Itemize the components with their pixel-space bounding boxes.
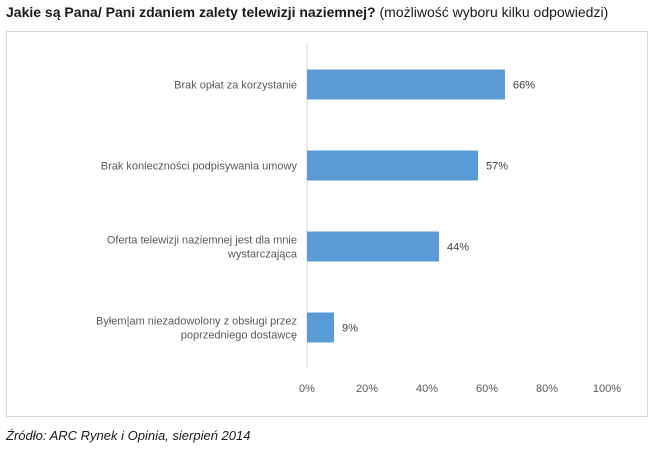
data-label-3: 9% (342, 323, 358, 335)
x-tick-label-2: 40% (416, 383, 438, 395)
chart-title-sub: (możliwość wyboru kilku odpowiedzi) (379, 4, 609, 20)
bar-2 (307, 231, 439, 262)
data-label-1: 57% (486, 161, 508, 173)
x-tick-label-3: 60% (476, 383, 498, 395)
category-label-3: Byłem|am niezadowolony z obsługi przez po… (96, 316, 297, 342)
x-tick-label-4: 80% (536, 383, 558, 395)
chart-frame: Brak opłat za korzystanie 66% Brak koniecz… (6, 31, 648, 417)
x-tick-label-1: 20% (356, 383, 378, 395)
bar-0 (307, 69, 505, 100)
data-label-2: 44% (447, 242, 469, 254)
data-label-0: 66% (513, 80, 535, 92)
bar-1 (307, 150, 478, 181)
bar-3 (307, 312, 334, 343)
category-label-0: Brak opłat za korzystanie (174, 80, 297, 92)
chart-title-main: Jakie są Pana/ Pani zdaniem zalety telew… (6, 4, 376, 20)
bar-chart: Brak opłat za korzystanie 66% Brak koniecz… (96, 44, 621, 395)
x-tick-label-0: 0% (299, 383, 315, 395)
category-label-1: Brak konieczności podpisywania umowy (101, 161, 298, 173)
chart-title: Jakie są Pana/ Pani zdaniem zalety telew… (6, 4, 608, 20)
x-tick-label-5: 100% (593, 383, 621, 395)
source-note: Źródło: ARC Rynek i Opinia, sierpień 201… (6, 428, 251, 443)
category-label-2: Oferta telewizji naziemnej jest dla mnie… (107, 235, 298, 261)
